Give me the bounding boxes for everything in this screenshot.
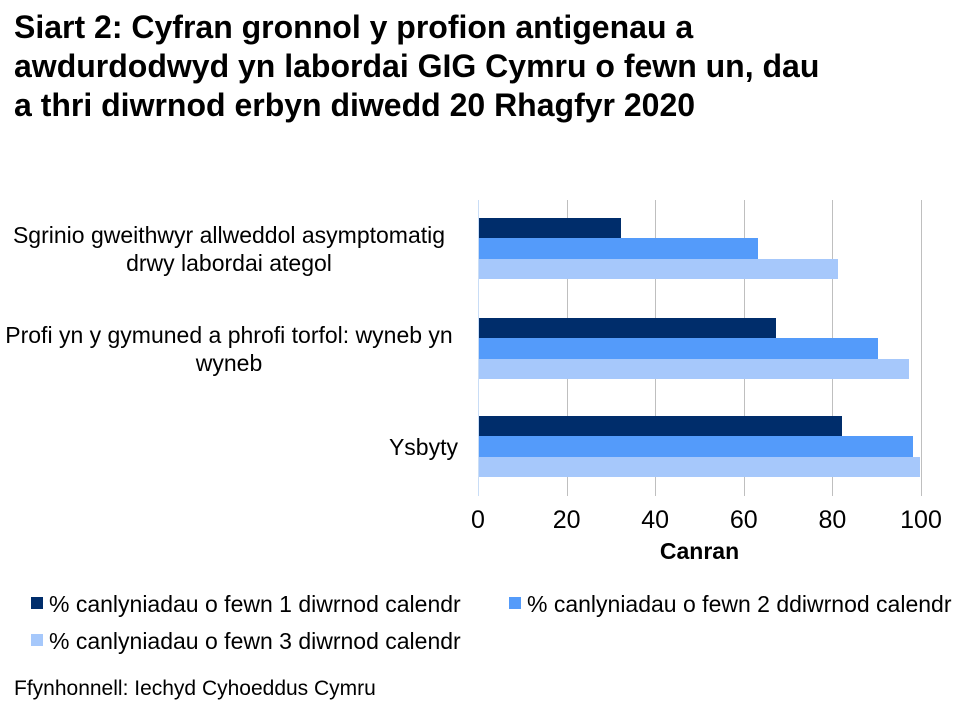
source-note: Ffynhonnell: Iechyd Cyhoeddus Cymru	[14, 677, 376, 700]
chart-title-line-3: a thri diwrnod erbyn diwedd 20 Rhagfyr 2…	[14, 87, 696, 123]
x-axis-title: Canran	[659, 538, 740, 564]
legend-item: % canlyniadau o fewn 2 ddiwrnod calendr	[509, 592, 952, 616]
bar-series2-cat2	[479, 338, 878, 359]
gridline	[921, 200, 922, 496]
chart-title: Siart 2: Cyfran gronnol y profion antige…	[14, 8, 950, 125]
x-tick-label: 100	[900, 506, 942, 534]
x-tick-label: 40	[641, 506, 670, 534]
legend-label: % canlyniadau o fewn 1 diwrnod calendr	[49, 591, 461, 617]
x-tick-label: 0	[471, 506, 485, 534]
legend-swatch	[31, 597, 43, 609]
legend-swatch	[31, 634, 43, 646]
bar-series1-cat1	[479, 218, 621, 239]
legend-label: % canlyniadau o fewn 2 ddiwrnod calendr	[527, 591, 952, 617]
chart-title-line-2: awdurdodwyd yn labordai GIG Cymru o fewn…	[14, 48, 820, 84]
y-axis-category-labels: Sgrinio gweithwyr allweddol asymptomatig…	[0, 200, 458, 477]
legend-item: % canlyniadau o fewn 1 diwrnod calendr	[31, 592, 461, 616]
x-axis-tick-labels: 0 20 40 60 80 100	[471, 506, 942, 534]
category-label: Sgrinio gweithwyr allweddol asymptomatig…	[12, 221, 446, 276]
legend-label: % canlyniadau o fewn 3 diwrnod calendr	[49, 628, 461, 654]
plot-area	[478, 200, 922, 496]
bar-series1-cat3	[479, 416, 843, 437]
y-axis-line	[478, 200, 479, 496]
x-tick-label: 20	[552, 506, 581, 534]
bar-series3-cat2	[479, 358, 909, 379]
chart-title-line-1: Siart 2: Cyfran gronnol y profion antige…	[14, 9, 694, 45]
legend-swatch	[509, 597, 521, 609]
category-label: Ysbyty	[388, 433, 458, 460]
bar-series3-cat3	[479, 456, 920, 477]
bar-series3-cat1	[479, 258, 838, 279]
x-tick-label: 60	[729, 506, 758, 534]
bar-series2-cat3	[479, 436, 914, 457]
bar-series1-cat2	[479, 318, 776, 339]
legend-item: % canlyniadau o fewn 3 diwrnod calendr	[31, 629, 461, 653]
category-label: Profi yn y gymuned a phrofi torfol: wyne…	[5, 321, 453, 376]
bar-series2-cat1	[479, 238, 759, 259]
x-tick-label: 80	[818, 506, 847, 534]
